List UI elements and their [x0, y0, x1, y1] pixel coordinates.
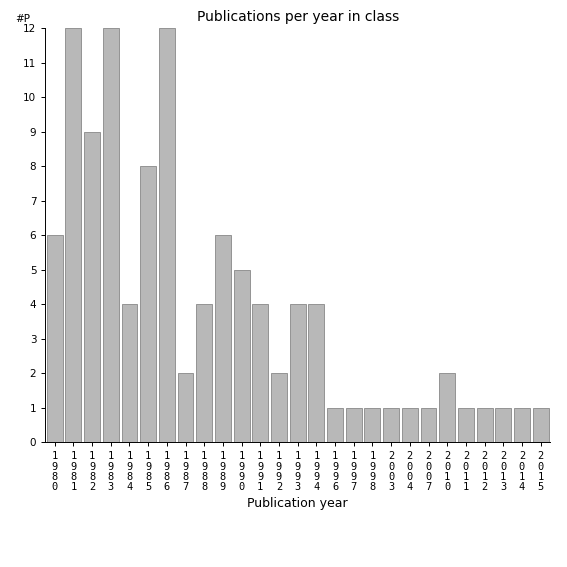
Bar — [308, 304, 324, 442]
Bar — [140, 166, 156, 442]
Bar — [103, 28, 119, 442]
Bar — [365, 408, 380, 442]
Bar — [46, 235, 62, 442]
Bar — [196, 304, 212, 442]
Bar — [327, 408, 343, 442]
Text: #P: #P — [15, 14, 30, 24]
Bar — [159, 28, 175, 442]
Bar — [439, 373, 455, 442]
X-axis label: Publication year: Publication year — [247, 497, 348, 510]
Bar — [346, 408, 362, 442]
Bar — [383, 408, 399, 442]
Bar — [65, 28, 81, 442]
Bar — [177, 373, 193, 442]
Bar — [84, 132, 100, 442]
Bar — [402, 408, 418, 442]
Bar — [458, 408, 474, 442]
Bar — [477, 408, 493, 442]
Bar — [514, 408, 530, 442]
Bar — [533, 408, 549, 442]
Bar — [234, 270, 249, 442]
Bar — [421, 408, 437, 442]
Bar — [496, 408, 511, 442]
Bar — [215, 235, 231, 442]
Bar — [252, 304, 268, 442]
Bar — [121, 304, 137, 442]
Title: Publications per year in class: Publications per year in class — [197, 10, 399, 24]
Bar — [271, 373, 287, 442]
Bar — [290, 304, 306, 442]
